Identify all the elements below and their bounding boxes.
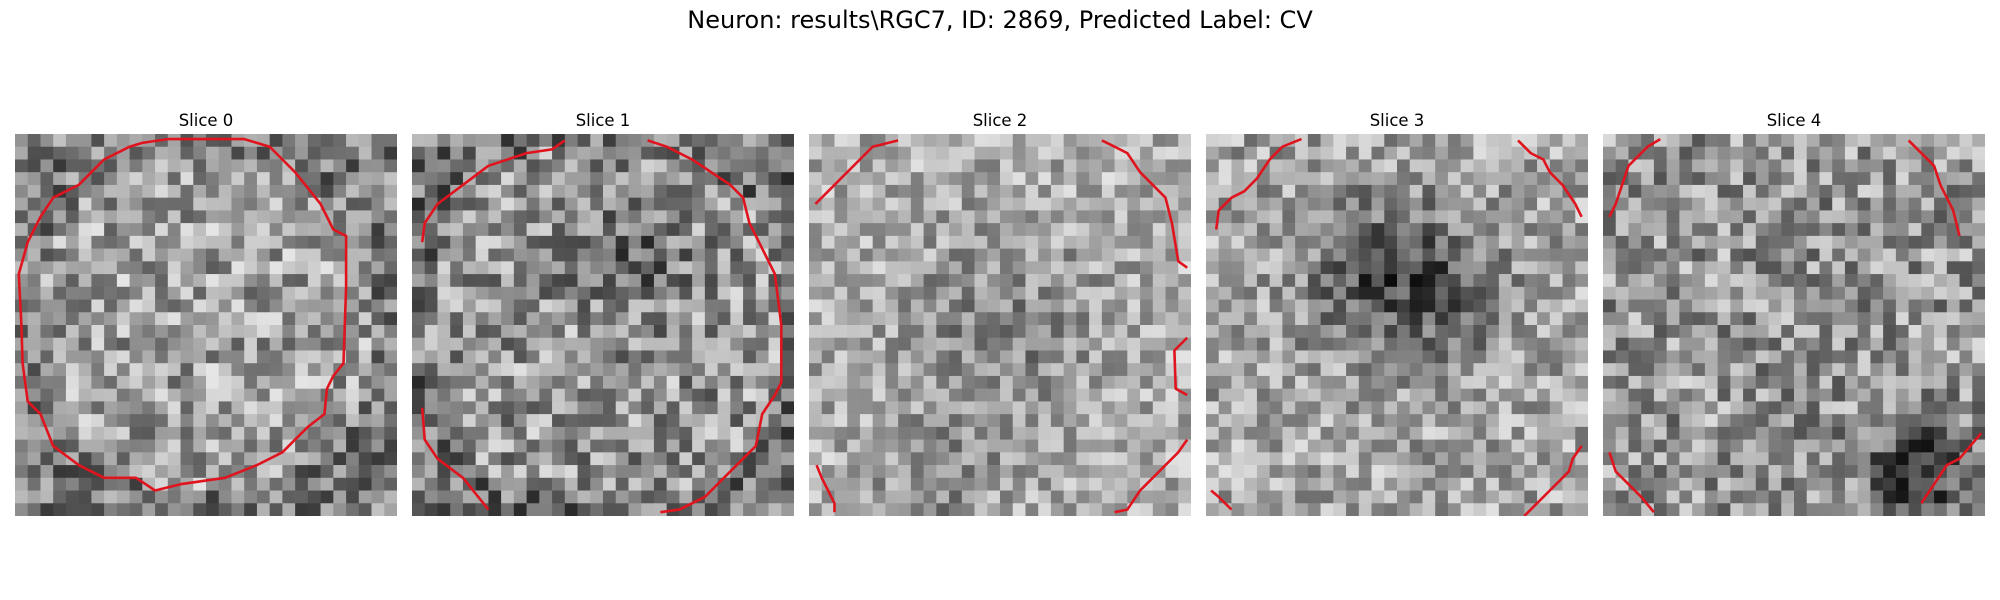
slice-image	[809, 134, 1191, 516]
red-cell-contour	[1608, 137, 1661, 218]
slice-title: Slice 4	[1766, 111, 1822, 130]
red-cell-contour	[814, 139, 899, 205]
red-cell-contour	[1523, 445, 1583, 516]
red-cell-contour	[1214, 137, 1302, 230]
slice-title: Slice 0	[178, 111, 234, 130]
red-cell-contour	[17, 137, 348, 492]
red-cell-contour	[1608, 451, 1655, 514]
red-cell-contour	[1920, 432, 1983, 505]
red-cell-contour	[647, 139, 783, 514]
red-cell-contour	[1210, 489, 1233, 511]
slice-title: Slice 2	[972, 111, 1028, 130]
slice-title: Slice 1	[575, 111, 631, 130]
slice-panel-0: Slice 0	[15, 108, 397, 516]
figure-title: Neuron: results\RGC7, ID: 2869, Predicte…	[687, 6, 1313, 34]
slice-panel-4: Slice 4	[1603, 108, 1985, 516]
red-cell-contour	[1907, 139, 1961, 237]
red-cell-contour	[1114, 438, 1189, 514]
slice-title: Slice 3	[1369, 111, 1425, 130]
slice-image	[412, 134, 794, 516]
slice-panel-1: Slice 1	[412, 108, 794, 516]
red-cell-contour	[420, 407, 490, 511]
red-cell-contour	[1173, 336, 1189, 397]
slice-image	[1206, 134, 1588, 516]
slice-image	[15, 134, 397, 516]
slice-image	[1603, 134, 1985, 516]
red-cell-contour	[1517, 139, 1583, 218]
red-cell-contour	[420, 139, 566, 243]
slice-panel-3: Slice 3	[1206, 108, 1588, 516]
red-cell-contour	[815, 464, 836, 513]
slice-panel-2: Slice 2	[809, 108, 1191, 516]
red-cell-contour	[1101, 139, 1188, 269]
